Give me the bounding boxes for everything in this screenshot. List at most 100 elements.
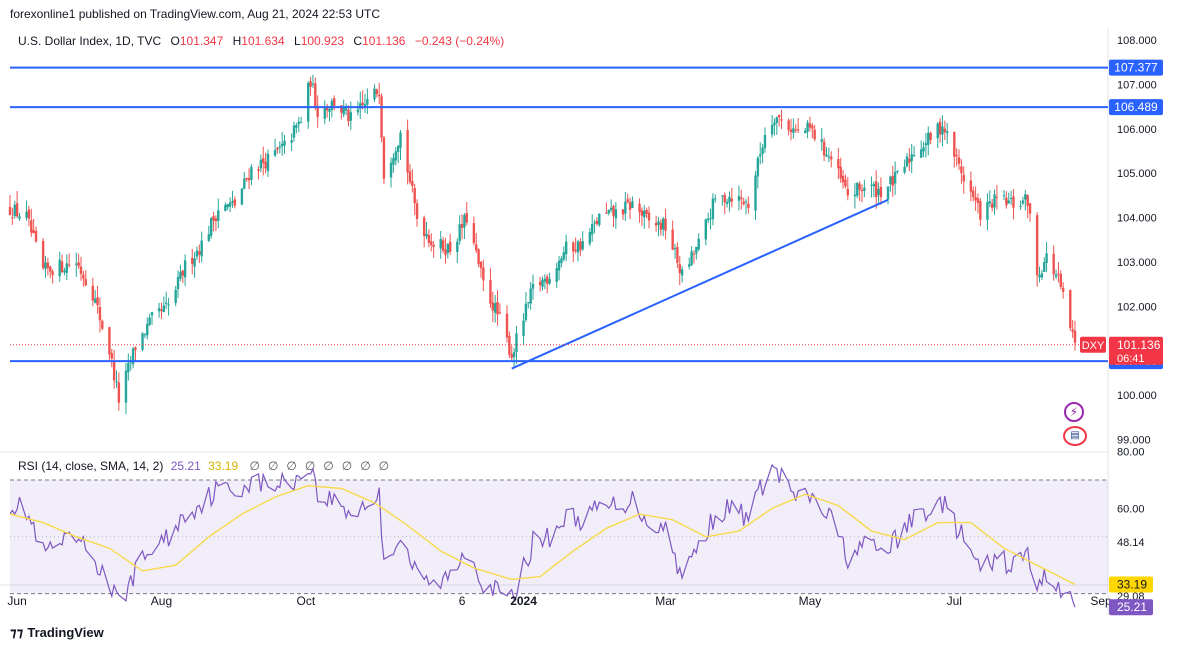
candle-body [508, 335, 511, 355]
candle [827, 147, 831, 163]
candle-body [581, 241, 584, 250]
candle-body [804, 130, 807, 134]
candle [18, 212, 21, 221]
candle-body [593, 222, 596, 224]
candle [796, 118, 800, 133]
candle-body [680, 269, 684, 276]
candle-body [827, 156, 831, 158]
candle-body [131, 348, 135, 365]
candle-body [522, 320, 525, 336]
symbol-tag [1080, 336, 1106, 353]
symbol-label[interactable]: U.S. Dollar Index, 1D, TVC [18, 34, 162, 48]
candle [605, 202, 608, 214]
candle [498, 303, 502, 315]
candle-body [1019, 205, 1022, 207]
candle [375, 88, 379, 98]
candle-body [266, 153, 270, 171]
candle-body [794, 129, 797, 131]
candle [742, 197, 745, 206]
candle-body [233, 199, 237, 206]
candle-body [363, 104, 367, 108]
candle [330, 98, 334, 118]
candle-body [359, 103, 362, 109]
candle [541, 276, 544, 291]
rsi-empty-value-7: ∅ [378, 459, 390, 473]
candle [574, 237, 577, 254]
candle-body [957, 157, 961, 164]
candle [1043, 257, 1046, 273]
candle-body [820, 139, 823, 142]
candle-body [112, 361, 116, 381]
candle [325, 103, 329, 118]
candle-body [415, 203, 419, 219]
candle-body [108, 327, 111, 355]
candle-body [489, 279, 492, 304]
candle [1012, 188, 1015, 220]
us-flag-icon[interactable]: ▤ [1063, 426, 1087, 446]
time-tick-label: Mar [655, 594, 676, 608]
price-tick-label: 102.000 [1117, 301, 1157, 313]
rsi-empty-value-5: ∅ [341, 459, 353, 473]
candle [115, 370, 118, 388]
candle-body [962, 174, 965, 182]
candle-body [181, 270, 184, 276]
candle [1069, 289, 1072, 331]
candle [1035, 212, 1039, 287]
candle-body [273, 150, 277, 156]
candle-body [316, 107, 319, 118]
candle [406, 119, 409, 185]
candle-body [228, 202, 232, 207]
candle-body [325, 107, 329, 111]
candle-body [1057, 273, 1060, 275]
candle-body [382, 137, 386, 179]
candle-body [366, 99, 369, 105]
candle [117, 372, 121, 411]
candle-body [912, 155, 916, 157]
candle [789, 118, 793, 141]
candle-body [60, 261, 64, 273]
candle-body [240, 188, 244, 205]
candle [941, 115, 944, 147]
candle-body [657, 221, 660, 225]
candle-body [1024, 194, 1027, 200]
candle [697, 233, 700, 252]
candle-body [167, 304, 170, 306]
lightning-icon[interactable]: ⚡ [1064, 402, 1084, 422]
rsi-label[interactable]: RSI (14, close, SMA, 14, 2) [18, 459, 164, 473]
price-tick-label: 105.000 [1117, 168, 1157, 180]
candle [347, 105, 350, 127]
candle-body [79, 266, 83, 274]
candle-body [572, 242, 575, 252]
candle [1071, 319, 1074, 338]
candle-body [770, 125, 774, 135]
candle [1061, 282, 1065, 299]
candle [243, 171, 246, 190]
candle [1009, 190, 1013, 205]
candle [65, 254, 68, 281]
candle [333, 95, 336, 111]
candle [846, 177, 849, 201]
candle [919, 140, 923, 158]
candle [58, 251, 61, 282]
candle [165, 291, 168, 310]
candle [974, 186, 977, 211]
candle-body [389, 162, 393, 178]
candle-body [515, 333, 518, 352]
candle-body [695, 246, 698, 254]
candle [214, 215, 218, 232]
candle-body [609, 207, 613, 210]
candle [432, 241, 435, 258]
candle-body [91, 285, 95, 301]
high-value: 101.634 [241, 34, 285, 48]
candle-body [96, 297, 99, 306]
candle [806, 120, 809, 139]
candle-body [976, 198, 980, 203]
candle [295, 123, 298, 134]
candle-body [262, 158, 265, 164]
candle-body [808, 123, 812, 128]
candle [361, 90, 364, 110]
candle [415, 199, 419, 227]
candle [853, 182, 857, 209]
candle [522, 313, 525, 346]
